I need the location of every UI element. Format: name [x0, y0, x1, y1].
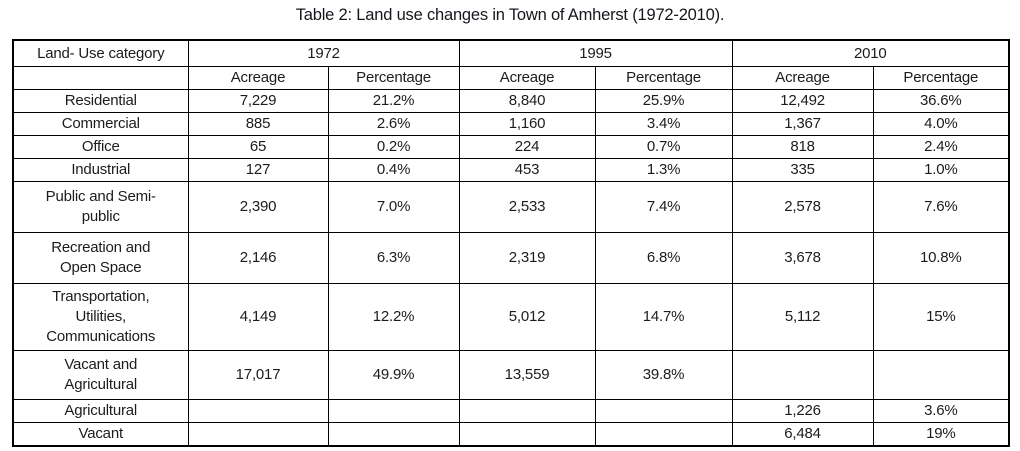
row-category: Industrial — [12, 157, 189, 182]
table-row: Agricultural 1,226 3.6% — [12, 398, 1010, 423]
subheader-percentage-2010: Percentage — [872, 65, 1010, 90]
cell-value: 13,559 — [458, 349, 596, 400]
table-row: Office 65 0.2% 224 0.7% 818 2.4% — [12, 134, 1010, 159]
cell-value: 885 — [187, 111, 329, 136]
cell-value — [731, 349, 874, 400]
cell-value: 7.6% — [872, 180, 1010, 233]
cell-value: 2,578 — [731, 180, 874, 233]
cell-value: 1.0% — [872, 157, 1010, 182]
cell-value: 6,484 — [731, 421, 874, 446]
cell-value: 2,390 — [187, 180, 329, 233]
year-header-2010: 2010 — [731, 39, 1010, 67]
cell-value: 7,229 — [187, 88, 329, 113]
cell-value: 36.6% — [872, 88, 1010, 113]
corner-header: Land- Use category — [12, 39, 189, 67]
table-row: Vacant 6,484 19% — [12, 421, 1010, 446]
cell-value: 4.0% — [872, 111, 1010, 136]
cell-value: 21.2% — [327, 88, 460, 113]
cell-value — [187, 421, 329, 446]
cell-value: 39.8% — [594, 349, 733, 400]
cell-value: 1,367 — [731, 111, 874, 136]
cell-value — [594, 421, 733, 446]
cell-value: 3.4% — [594, 111, 733, 136]
cell-value: 2.6% — [327, 111, 460, 136]
header-row-measures: Acreage Percentage Acreage Percentage Ac… — [12, 65, 1010, 90]
cell-value: 818 — [731, 134, 874, 159]
cell-value — [594, 398, 733, 423]
cell-value — [872, 349, 1010, 400]
cell-value: 12,492 — [731, 88, 874, 113]
cell-value: 4,149 — [187, 282, 329, 351]
cell-value: 3.6% — [872, 398, 1010, 423]
year-header-1972: 1972 — [187, 39, 460, 67]
subheader-percentage-1972: Percentage — [327, 65, 460, 90]
cell-value: 3,678 — [731, 231, 874, 284]
cell-value: 6.8% — [594, 231, 733, 284]
row-category: Office — [12, 134, 189, 159]
cell-value: 0.7% — [594, 134, 733, 159]
table-caption: Table 2: Land use changes in Town of Amh… — [295, 6, 725, 24]
cell-value: 7.4% — [594, 180, 733, 233]
table-row: Public and Semi- public 2,390 7.0% 2,533… — [12, 180, 1010, 233]
row-category: Agricultural — [12, 398, 189, 423]
cell-value: 49.9% — [327, 349, 460, 400]
cell-value: 2,533 — [458, 180, 596, 233]
table-row: Industrial 127 0.4% 453 1.3% 335 1.0% — [12, 157, 1010, 182]
cell-value — [327, 398, 460, 423]
cell-value: 1.3% — [594, 157, 733, 182]
subheader-acreage-2010: Acreage — [731, 65, 874, 90]
row-category: Vacant and Agricultural — [12, 349, 189, 400]
cell-value: 1,226 — [731, 398, 874, 423]
cell-value: 8,840 — [458, 88, 596, 113]
subheader-percentage-1995: Percentage — [594, 65, 733, 90]
row-category: Recreation and Open Space — [12, 231, 189, 284]
cell-value: 0.4% — [327, 157, 460, 182]
header-row-years: Land- Use category 1972 1995 2010 — [12, 39, 1010, 67]
cell-value: 2,146 — [187, 231, 329, 284]
cell-value: 127 — [187, 157, 329, 182]
row-category: Vacant — [12, 421, 189, 446]
cell-value — [327, 421, 460, 446]
cell-value: 5,112 — [731, 282, 874, 351]
subheader-acreage-1972: Acreage — [187, 65, 329, 90]
cell-value: 12.2% — [327, 282, 460, 351]
table-row: Residential 7,229 21.2% 8,840 25.9% 12,4… — [12, 88, 1010, 113]
cell-value — [458, 421, 596, 446]
cell-value — [187, 398, 329, 423]
cell-value: 25.9% — [594, 88, 733, 113]
cell-value: 2,319 — [458, 231, 596, 284]
cell-value: 19% — [872, 421, 1010, 446]
year-header-1995: 1995 — [458, 39, 733, 67]
cell-value: 0.2% — [327, 134, 460, 159]
subheader-acreage-1995: Acreage — [458, 65, 596, 90]
cell-value: 7.0% — [327, 180, 460, 233]
cell-value — [458, 398, 596, 423]
row-category: Public and Semi- public — [12, 180, 189, 233]
row-category: Commercial — [12, 111, 189, 136]
cell-value: 224 — [458, 134, 596, 159]
row-category: Residential — [12, 88, 189, 113]
table-row: Commercial 885 2.6% 1,160 3.4% 1,367 4.0… — [12, 111, 1010, 136]
cell-value: 1,160 — [458, 111, 596, 136]
cell-value: 17,017 — [187, 349, 329, 400]
corner-empty-cell — [12, 65, 189, 90]
cell-value: 14.7% — [594, 282, 733, 351]
land-use-table: Land- Use category 1972 1995 2010 Acreag… — [12, 39, 1011, 447]
cell-value: 6.3% — [327, 231, 460, 284]
cell-value: 453 — [458, 157, 596, 182]
table-row: Recreation and Open Space 2,146 6.3% 2,3… — [12, 231, 1010, 284]
table-row: Vacant and Agricultural 17,017 49.9% 13,… — [12, 349, 1010, 400]
cell-value: 15% — [872, 282, 1010, 351]
cell-value: 10.8% — [872, 231, 1010, 284]
cell-value: 65 — [187, 134, 329, 159]
row-category: Transportation, Utilities, Communication… — [12, 282, 189, 351]
cell-value: 2.4% — [872, 134, 1010, 159]
cell-value: 335 — [731, 157, 874, 182]
table-row: Transportation, Utilities, Communication… — [12, 282, 1010, 351]
cell-value: 5,012 — [458, 282, 596, 351]
